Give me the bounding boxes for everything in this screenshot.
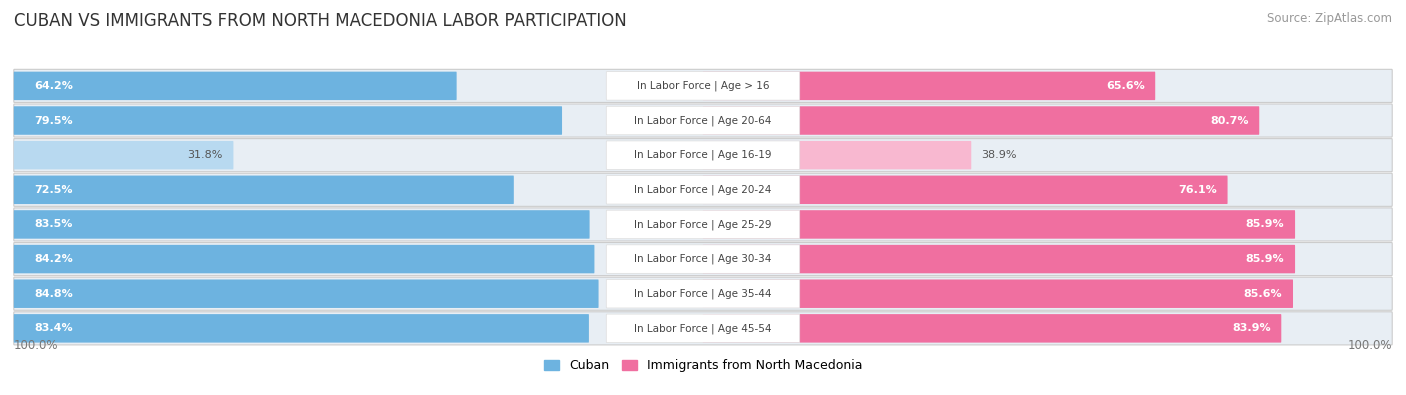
Text: 72.5%: 72.5% — [35, 185, 73, 195]
FancyBboxPatch shape — [14, 208, 1392, 241]
FancyBboxPatch shape — [14, 104, 1392, 137]
FancyBboxPatch shape — [703, 210, 1295, 239]
Text: 38.9%: 38.9% — [981, 150, 1017, 160]
Text: In Labor Force | Age 45-54: In Labor Force | Age 45-54 — [634, 323, 772, 334]
Text: 100.0%: 100.0% — [1347, 339, 1392, 352]
Text: Source: ZipAtlas.com: Source: ZipAtlas.com — [1267, 12, 1392, 25]
FancyBboxPatch shape — [703, 245, 1295, 273]
FancyBboxPatch shape — [14, 280, 599, 308]
FancyBboxPatch shape — [14, 71, 457, 100]
Text: In Labor Force | Age 25-29: In Labor Force | Age 25-29 — [634, 219, 772, 229]
FancyBboxPatch shape — [14, 173, 1392, 206]
FancyBboxPatch shape — [703, 71, 1156, 100]
Text: 85.9%: 85.9% — [1246, 254, 1285, 264]
FancyBboxPatch shape — [14, 312, 1392, 345]
Text: 83.9%: 83.9% — [1232, 324, 1271, 333]
Text: In Labor Force | Age 20-24: In Labor Force | Age 20-24 — [634, 184, 772, 195]
Text: 76.1%: 76.1% — [1178, 185, 1218, 195]
Text: 80.7%: 80.7% — [1211, 115, 1249, 126]
Text: In Labor Force | Age 30-34: In Labor Force | Age 30-34 — [634, 254, 772, 264]
Text: In Labor Force | Age 16-19: In Labor Force | Age 16-19 — [634, 150, 772, 160]
Text: 64.2%: 64.2% — [35, 81, 73, 91]
FancyBboxPatch shape — [703, 141, 972, 169]
FancyBboxPatch shape — [703, 314, 1281, 342]
Text: 83.5%: 83.5% — [35, 220, 73, 229]
FancyBboxPatch shape — [703, 175, 1227, 204]
FancyBboxPatch shape — [606, 175, 800, 204]
Text: 85.9%: 85.9% — [1246, 220, 1285, 229]
Text: 84.8%: 84.8% — [35, 289, 73, 299]
FancyBboxPatch shape — [606, 141, 800, 169]
FancyBboxPatch shape — [703, 106, 1260, 135]
FancyBboxPatch shape — [606, 106, 800, 135]
Legend: Cuban, Immigrants from North Macedonia: Cuban, Immigrants from North Macedonia — [538, 354, 868, 377]
FancyBboxPatch shape — [14, 277, 1392, 310]
FancyBboxPatch shape — [14, 139, 1392, 172]
FancyBboxPatch shape — [14, 210, 589, 239]
FancyBboxPatch shape — [606, 71, 800, 100]
FancyBboxPatch shape — [14, 141, 233, 169]
FancyBboxPatch shape — [14, 245, 595, 273]
FancyBboxPatch shape — [703, 280, 1294, 308]
FancyBboxPatch shape — [606, 314, 800, 342]
Text: 83.4%: 83.4% — [35, 324, 73, 333]
FancyBboxPatch shape — [14, 243, 1392, 276]
FancyBboxPatch shape — [606, 280, 800, 308]
FancyBboxPatch shape — [14, 175, 513, 204]
FancyBboxPatch shape — [14, 106, 562, 135]
Text: In Labor Force | Age 35-44: In Labor Force | Age 35-44 — [634, 288, 772, 299]
FancyBboxPatch shape — [606, 245, 800, 273]
Text: 85.6%: 85.6% — [1244, 289, 1282, 299]
Text: 65.6%: 65.6% — [1107, 81, 1144, 91]
Text: In Labor Force | Age 20-64: In Labor Force | Age 20-64 — [634, 115, 772, 126]
Text: 31.8%: 31.8% — [187, 150, 222, 160]
Text: 100.0%: 100.0% — [14, 339, 59, 352]
FancyBboxPatch shape — [14, 70, 1392, 102]
FancyBboxPatch shape — [606, 210, 800, 239]
FancyBboxPatch shape — [14, 314, 589, 342]
Text: 79.5%: 79.5% — [35, 115, 73, 126]
Text: CUBAN VS IMMIGRANTS FROM NORTH MACEDONIA LABOR PARTICIPATION: CUBAN VS IMMIGRANTS FROM NORTH MACEDONIA… — [14, 12, 627, 30]
Text: In Labor Force | Age > 16: In Labor Force | Age > 16 — [637, 81, 769, 91]
Text: 84.2%: 84.2% — [35, 254, 73, 264]
